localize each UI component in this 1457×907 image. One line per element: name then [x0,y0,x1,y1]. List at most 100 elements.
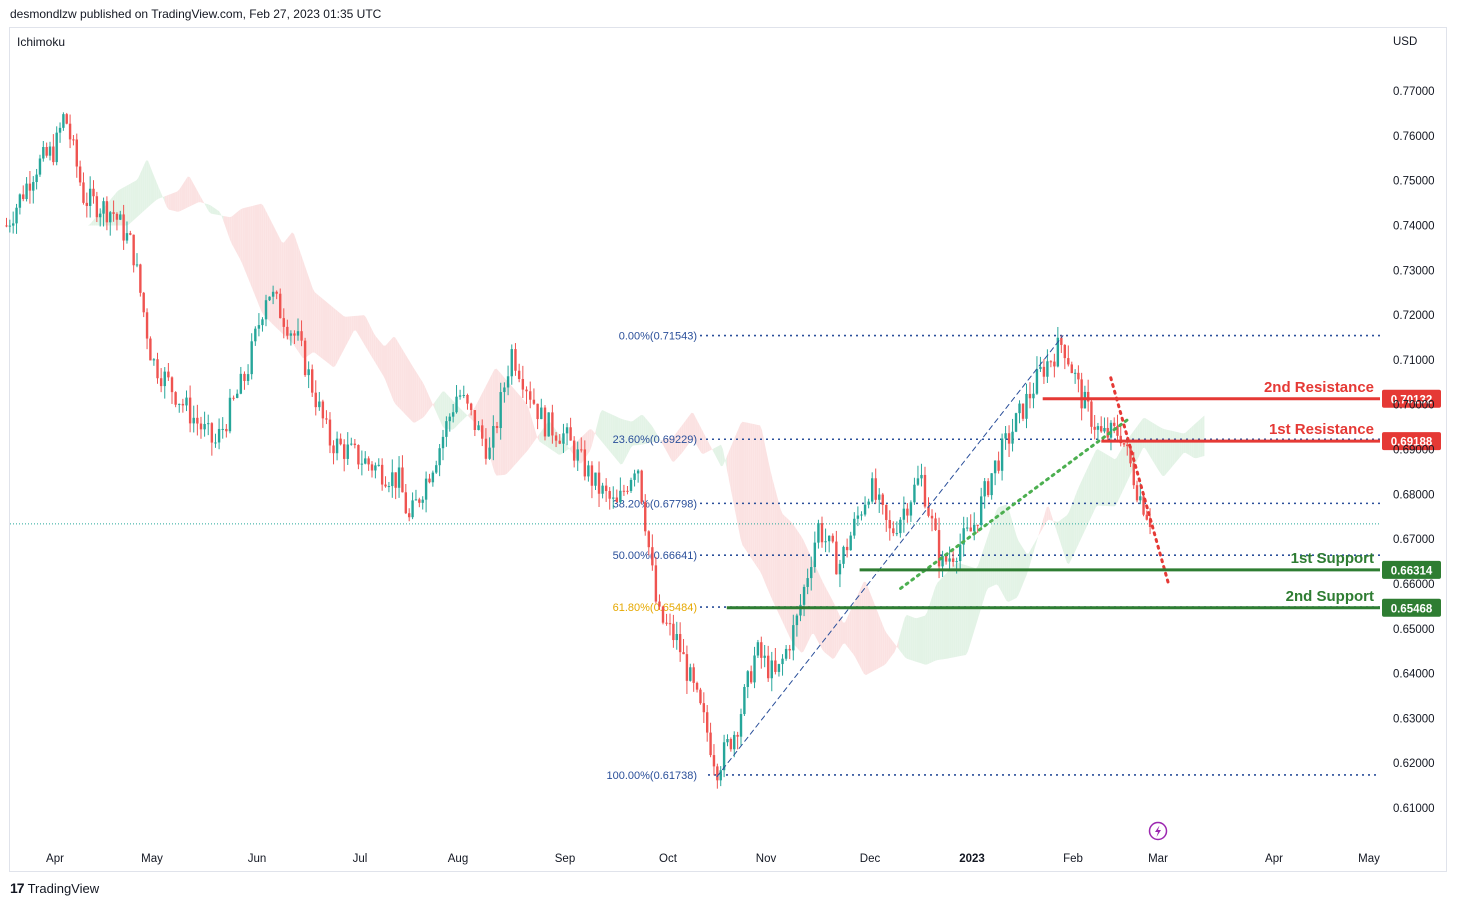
candle-body [685,654,689,681]
candle-body [658,601,661,607]
ichimoku-cloud-segment [1118,451,1121,501]
ichimoku-cloud-segment [581,435,584,464]
ichimoku-cloud-segment [655,431,658,442]
ichimoku-cloud-segment [612,414,615,457]
candle-body [682,652,685,655]
ichimoku-cloud-segment [1107,454,1109,507]
ichimoku-cloud-segment [146,160,149,209]
ichimoku-cloud-segment [204,203,207,208]
ichimoku-cloud-segment [824,584,827,654]
candle-body [506,376,510,388]
ichimoku-cloud-segment [711,447,714,452]
ichimoku-cloud-segment [450,397,453,430]
candle-body [268,296,271,301]
ichimoku-cloud-segment [369,325,372,357]
ichimoku-cloud-segment [537,434,540,442]
candle-body [1109,422,1113,438]
candle-body [221,428,224,430]
ichimoku-cloud-segment [931,593,934,663]
ichimoku-cloud-segment [1103,452,1106,506]
y-tick-label: 0.77000 [1393,86,1435,98]
candle-body [792,625,795,651]
candle-body [232,397,235,399]
candle-body [401,467,404,493]
ichimoku-cloud-segment [1112,458,1115,507]
ichimoku-cloud-segment [872,597,875,672]
candle-body [576,449,579,461]
ichimoku-cloud-segment [314,292,317,355]
candle-body [414,499,418,501]
ichimoku-cloud-segment [870,592,873,673]
ichimoku-cloud-segment [998,506,1001,590]
ichimoku-cloud-segment [528,408,531,450]
ichimoku-cloud-segment [418,376,421,421]
ichimoku-cloud-segment [752,423,755,563]
ichimoku-cloud-segment [772,477,775,605]
ichimoku-cloud-segment [428,394,431,411]
candle-body [404,492,408,514]
candle-body [543,407,547,437]
ichimoku-cloud-segment [705,435,708,454]
ichimoku-cloud-segment [395,337,398,406]
candle-body [1067,358,1070,365]
ichimoku-cloud-segment [764,440,766,586]
ichimoku-cloud-segment [1166,429,1169,474]
chart-panel[interactable] [9,27,1447,872]
tradingview-footer[interactable]: 17 TradingView [10,880,99,896]
ichimoku-cloud-segment [162,196,165,202]
candle-body [407,513,411,518]
candle-body [1039,366,1042,370]
candle-body [895,533,899,535]
candle-body [668,623,672,625]
candle-body [1056,337,1060,367]
candle-body [455,396,458,413]
ichimoku-cloud-segment [1016,535,1019,598]
y-tick-label: 0.63000 [1393,713,1435,725]
candle-body [1086,391,1090,402]
candle-body [973,524,976,532]
candle-body [411,500,414,518]
ichimoku-cloud-segment [279,237,282,333]
ichimoku-cloud-segment [1122,444,1124,493]
candle-body [199,423,203,430]
ichimoku-cloud-segment [618,417,621,465]
ichimoku-cloud-segment [838,613,841,651]
candle-body [640,470,643,503]
ichimoku-cloud-segment [331,305,334,368]
candle-body [300,331,303,341]
fib-level-label: 23.60%(0.69229) [613,434,697,446]
ichimoku-cloud-segment [801,536,804,653]
candle-body [11,223,15,226]
ichimoku-cloud-segment [790,521,794,644]
ichimoku-cloud-segment [410,363,413,423]
candle-body [1077,372,1080,380]
candle-body [207,423,210,425]
ichimoku-cloud-segment [460,408,463,423]
ichimoku-cloud-segment [1093,450,1096,512]
candle-body [695,682,699,690]
ichimoku-cloud-segment [333,307,336,368]
ichimoku-cloud-segment [269,217,272,323]
ichimoku-cloud-segment [972,567,975,639]
candle-body [644,502,647,532]
ichimoku-cloud-segment [252,205,255,296]
candle-body [394,472,397,488]
candle-body [706,712,709,733]
candle-body [806,578,809,587]
ichimoku-cloud-segment [490,373,493,465]
candle-body [185,397,188,406]
ichimoku-cloud-segment [312,288,315,353]
candle-body [1000,438,1004,471]
ichimoku-cloud-segment [628,420,631,452]
ichimoku-cloud-segment [375,336,378,367]
candle-body [1021,403,1025,419]
ichimoku-cloud-segment [890,638,893,658]
ichimoku-cloud-segment [187,176,190,208]
ichimoku-cloud-segment [393,336,396,404]
candle-body [257,325,261,329]
candle-body [590,465,594,486]
x-tick-label: Nov [756,853,777,865]
level-name: 2nd Resistance [1264,379,1374,396]
x-tick-label: Oct [659,853,678,865]
